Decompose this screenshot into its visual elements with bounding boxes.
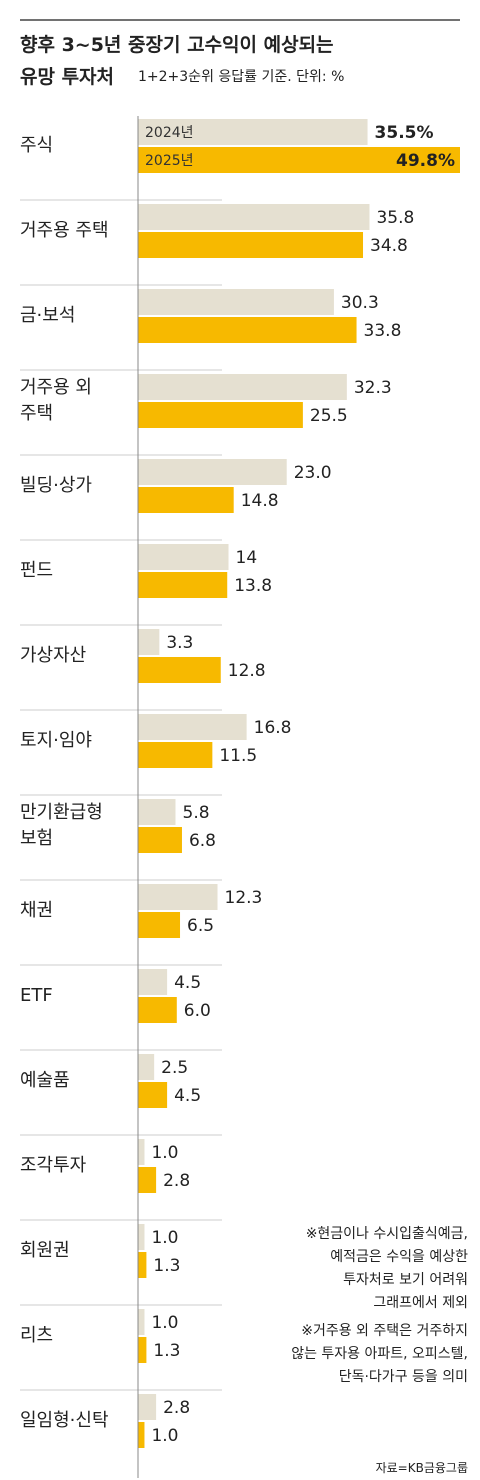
category-label: 가상자산 (20, 645, 87, 666)
category-label: 예술품 (20, 1070, 70, 1091)
value-label: 5.8 (183, 803, 210, 823)
chart-title: 향후 3~5년 중장기 고수익이 예상되는 (20, 34, 334, 56)
value-label: 34.8 (370, 236, 408, 256)
category-label: 거주용 외 주택 (20, 377, 92, 424)
footnote: ※거주용 외 주택은 거주하지 않는 투자용 아파트, 오피스텔, 단독·다가구… (291, 1320, 468, 1389)
value-label: 1.0 (151, 1426, 178, 1446)
category-label: 토지·임야 (20, 730, 92, 751)
category-label: 금·보석 (20, 305, 76, 326)
bar (138, 232, 364, 258)
bar (138, 544, 229, 570)
bar (138, 1422, 145, 1448)
bar (138, 1309, 145, 1335)
bar (138, 572, 228, 598)
bar (138, 657, 221, 683)
value-label: 14 (236, 548, 258, 568)
bar (138, 1139, 145, 1165)
category-label: 조각투자 (20, 1155, 87, 1176)
value-label: 1.3 (153, 1341, 180, 1361)
value-label: 12.3 (225, 888, 263, 908)
value-label: 6.8 (189, 831, 216, 851)
category-label: 리츠 (20, 1325, 54, 1346)
value-label: 16.8 (254, 718, 292, 738)
bar (138, 1394, 157, 1420)
value-label: 1.0 (151, 1228, 178, 1248)
bar (138, 912, 181, 938)
value-label: 2.5 (161, 1058, 188, 1078)
category-label: 일임형·신탁 (20, 1410, 109, 1431)
bar (138, 1337, 147, 1363)
value-label: 32.3 (354, 378, 392, 398)
bar (138, 119, 368, 145)
value-label: 30.3 (341, 293, 379, 313)
bar (138, 374, 347, 400)
bar (138, 204, 370, 230)
bar (138, 799, 176, 825)
value-label: 33.8 (364, 321, 402, 341)
value-label: 11.5 (219, 746, 257, 766)
value-label: 2.8 (163, 1171, 190, 1191)
bar (138, 1224, 145, 1250)
bar (138, 827, 182, 853)
bar (138, 1167, 157, 1193)
value-label: 6.5 (187, 916, 214, 936)
value-label: 1.0 (151, 1313, 178, 1333)
category-label: 채권 (20, 900, 54, 921)
bar (138, 1054, 155, 1080)
category-label: 만기환급형 보험 (20, 802, 103, 849)
source: 자료=KB금융그룹 (375, 1461, 468, 1475)
value-label: 4.5 (174, 1086, 201, 1106)
category-label: 주식 (20, 135, 54, 156)
bar (138, 459, 287, 485)
category-label: 회원권 (20, 1240, 70, 1261)
bar (138, 742, 213, 768)
value-label: 25.5 (310, 406, 348, 426)
bar (138, 147, 460, 173)
bar (138, 1082, 168, 1108)
category-label: ETF (20, 985, 53, 1006)
value-label: 49.8% (396, 151, 455, 171)
value-label: 35.8 (376, 208, 414, 228)
bar (138, 714, 247, 740)
value-label: 1.3 (153, 1256, 180, 1276)
value-label: 12.8 (228, 661, 266, 681)
chart-subtitle: 1+2+3순위 응답률 기준. 단위: % (138, 69, 345, 85)
bar (138, 402, 303, 428)
bar (138, 997, 177, 1023)
value-label: 4.5 (174, 973, 201, 993)
value-label: 13.8 (234, 576, 272, 596)
bar (138, 289, 334, 315)
chart-title: 유망 투자처 (20, 66, 115, 88)
footnote: ※현금이나 수시입출식예금, 예적금은 수익을 예상한 투자처로 보기 어려워 … (305, 1223, 468, 1315)
value-label: 6.0 (184, 1001, 211, 1021)
category-label: 빌딩·상가 (20, 475, 92, 496)
value-label: 23.0 (294, 463, 332, 483)
bar (138, 1252, 147, 1278)
value-label: 1.0 (151, 1143, 178, 1163)
category-label: 펀드 (20, 560, 54, 581)
value-label: 14.8 (241, 491, 279, 511)
legend-label: 2025년 (145, 153, 194, 169)
bar (138, 317, 357, 343)
value-label: 35.5% (375, 123, 434, 143)
bar (138, 969, 168, 995)
bar (138, 629, 160, 655)
category-label: 거주용 주택 (20, 220, 109, 241)
bar (138, 884, 218, 910)
value-label: 3.3 (166, 633, 193, 653)
bar (138, 487, 234, 513)
legend-label: 2024년 (145, 125, 194, 141)
value-label: 2.8 (163, 1398, 190, 1418)
